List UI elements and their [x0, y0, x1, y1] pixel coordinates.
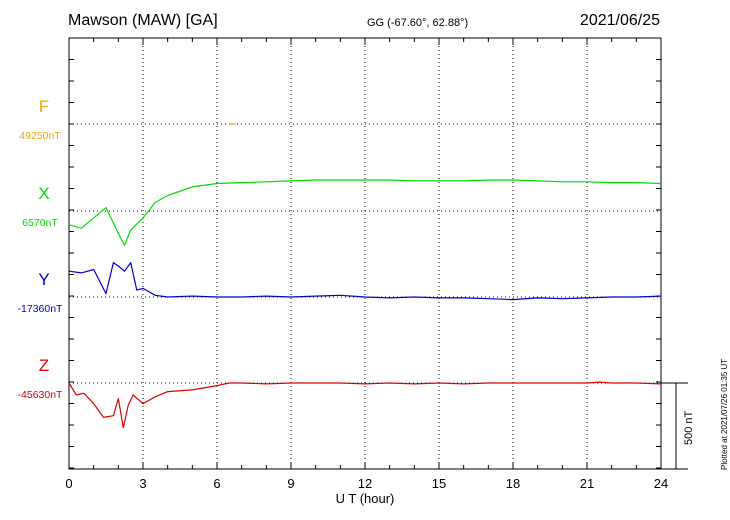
- baseline-label-x: 6570nT: [22, 217, 58, 229]
- series-line-x: [68, 179, 662, 246]
- baseline-label-y: -17360nT: [18, 303, 64, 315]
- baseline-label-f: 49250nT: [19, 130, 61, 142]
- station-title: Mawson (MAW) [GA]: [68, 12, 218, 29]
- x-tick-label: 18: [506, 476, 520, 491]
- series-line-z: [68, 381, 662, 429]
- x-axis-title: U T (hour): [336, 491, 395, 506]
- date-label: 2021/06/25: [579, 12, 660, 29]
- component-label-z: Z: [39, 356, 49, 375]
- scale-bar-label: 500 nT: [683, 410, 695, 445]
- component-label-x: X: [38, 184, 49, 203]
- x-tick-label: 21: [580, 476, 594, 491]
- series-line-y: [68, 262, 662, 301]
- component-label-y: Y: [38, 270, 49, 289]
- baseline-label-z: -45630nT: [18, 389, 64, 401]
- x-tick-label: 9: [287, 476, 294, 491]
- component-label-f: F: [39, 97, 49, 116]
- x-tick-label: 24: [654, 476, 668, 491]
- x-tick-label: 12: [358, 476, 372, 491]
- coordinates-label: GG (-67.60°, 62.88°): [367, 17, 469, 29]
- x-tick-label: 6: [213, 476, 220, 491]
- x-tick-label: 3: [139, 476, 146, 491]
- x-tick-label: 15: [432, 476, 446, 491]
- plotted-timestamp: Plotted at 2021/07/26 01:35 UT: [720, 358, 729, 470]
- x-tick-label: 0: [65, 476, 72, 491]
